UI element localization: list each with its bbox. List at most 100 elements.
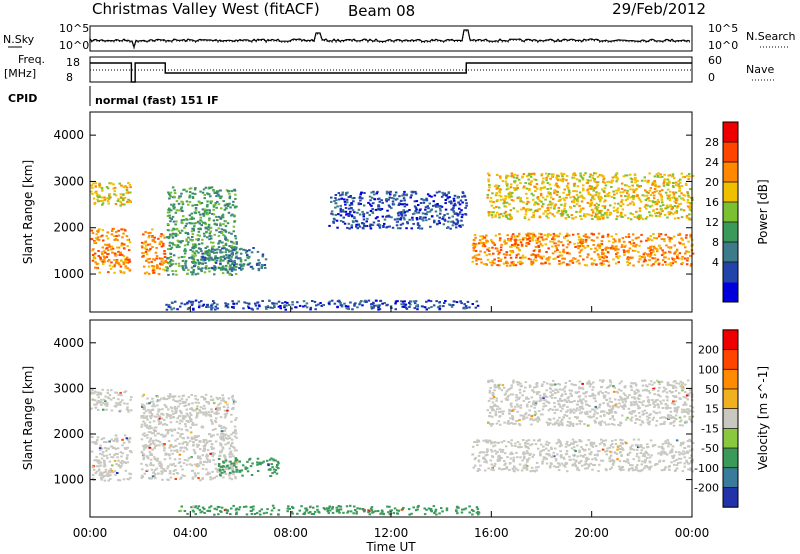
nave-tick-bottom: 0 (708, 71, 715, 84)
range-cell (589, 173, 592, 176)
range-cell (568, 444, 572, 446)
range-cell (669, 204, 672, 207)
range-cell (169, 191, 173, 194)
range-cell (463, 307, 467, 310)
range-cell (347, 510, 350, 513)
range-cell (336, 306, 339, 309)
range-cell (96, 436, 100, 439)
range-cell (620, 200, 623, 203)
range-cell (490, 213, 494, 216)
range-cell (397, 204, 401, 206)
range-cell (172, 233, 176, 236)
range-cell (686, 257, 690, 260)
range-cell (505, 242, 508, 245)
range-cell (168, 414, 171, 417)
range-cell (599, 210, 602, 213)
range-cell (179, 240, 182, 243)
range-cell (656, 258, 660, 261)
range-cell (151, 239, 155, 242)
range-cell (110, 182, 113, 185)
range-cell (617, 189, 620, 192)
range-cell (184, 262, 187, 265)
range-cell (490, 200, 493, 203)
range-cell (146, 434, 149, 436)
range-cell (410, 227, 413, 230)
range-cell (537, 208, 540, 211)
range-cell (538, 249, 541, 251)
range-cell (149, 400, 153, 403)
range-cell (214, 256, 217, 259)
range-cell (402, 193, 406, 196)
range-cell (640, 445, 643, 448)
range-cell (118, 393, 122, 396)
range-cell (183, 249, 186, 252)
range-cell (224, 427, 228, 430)
range-cell (183, 303, 187, 306)
range-cell (160, 245, 164, 248)
range-cell (540, 449, 544, 452)
range-cell (145, 424, 149, 427)
range-cell (164, 434, 167, 437)
range-cell (400, 211, 403, 214)
range-cell (662, 182, 665, 185)
range-cell (291, 512, 294, 515)
range-cell (113, 259, 116, 261)
range-cell (328, 224, 331, 227)
range-cell (149, 462, 153, 464)
range-cell (471, 244, 475, 247)
range-cell (478, 242, 481, 245)
range-cell (369, 223, 372, 226)
range-cell (671, 262, 675, 265)
range-cell (230, 433, 233, 436)
range-cell (106, 389, 110, 392)
range-cell (212, 190, 216, 193)
range-cell (208, 509, 211, 512)
range-cell (224, 251, 227, 254)
range-cell (217, 246, 221, 249)
range-cell (624, 460, 628, 463)
range-cell (210, 258, 213, 261)
range-cell (563, 199, 566, 202)
range-cell (305, 302, 309, 305)
range-cell (655, 237, 658, 240)
range-cell (468, 511, 471, 514)
range-cell (604, 184, 608, 187)
range-cell (211, 247, 214, 250)
range-cell (603, 207, 607, 209)
range-cell (646, 237, 650, 240)
range-cell (593, 172, 596, 175)
range-cell (231, 253, 234, 256)
range-cell (128, 260, 132, 263)
range-cell (240, 469, 244, 472)
range-cell (520, 469, 524, 472)
range-cell (427, 207, 430, 210)
range-cell (629, 173, 632, 176)
range-cell (334, 197, 337, 200)
range-cell (203, 235, 206, 238)
range-cell (174, 465, 177, 467)
range-cell (224, 401, 227, 404)
range-cell (621, 216, 624, 218)
range-cell (555, 247, 558, 250)
range-cell (672, 186, 675, 188)
range-cell (450, 208, 453, 211)
range-cell (556, 453, 559, 456)
range-cell (516, 239, 519, 242)
range-cell (654, 183, 657, 186)
range-cell (683, 456, 686, 459)
range-cell (616, 210, 619, 213)
range-cell (336, 508, 339, 511)
range-cell (507, 174, 510, 177)
range-cell (173, 429, 177, 432)
range-cell (91, 466, 94, 469)
range-cell (558, 445, 562, 448)
range-cell (128, 437, 132, 439)
range-cell (636, 184, 639, 187)
range-cell (97, 255, 100, 257)
range-cell (664, 451, 667, 454)
range-cell (267, 464, 270, 467)
range-cell (685, 214, 689, 217)
range-cell (277, 462, 280, 465)
range-cell (666, 216, 669, 219)
